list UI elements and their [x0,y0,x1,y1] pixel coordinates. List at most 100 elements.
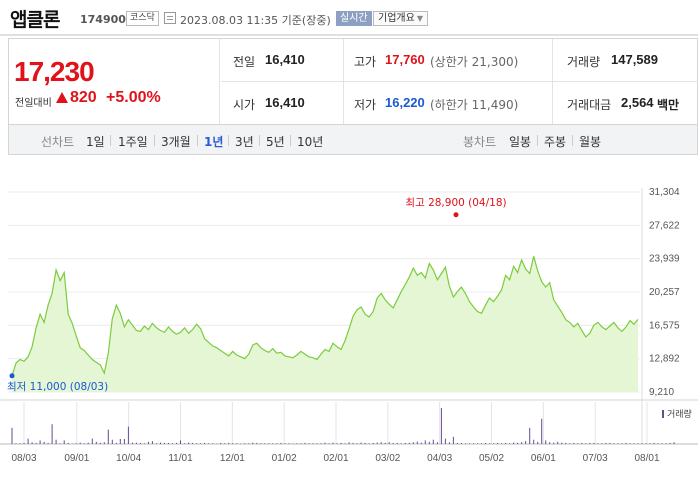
tab-period-5y[interactable]: 5년 [266,135,285,149]
volume-bar [272,443,274,444]
low-value: 16,220 [385,95,425,110]
volume-bar [119,439,121,444]
tab-period-1d[interactable]: 1일 [86,135,105,149]
calendar-icon [164,12,176,24]
prev-close-label: 전일 [233,55,256,69]
tab-period-3y[interactable]: 3년 [235,135,254,149]
volume-bar [464,443,466,444]
open-value: 16,410 [265,95,305,110]
tab-divider [228,135,229,146]
x-tick-label: 02/01 [323,453,348,464]
volume-bar [316,443,318,444]
tab-period-1w[interactable]: 1주일 [118,135,148,149]
min-price-marker [9,373,15,379]
volume-bar [440,408,442,444]
volume-bar [172,443,173,444]
volume-bar [19,443,21,444]
x-tick-label: 04/03 [427,453,452,464]
volume-bar [376,442,378,444]
volume-bar [392,442,394,444]
tab-period-3m[interactable]: 3개월 [161,135,191,149]
volume-bar [23,442,25,444]
volume-bar [115,442,117,444]
volume-bar [400,443,402,444]
volume-bar [533,439,535,444]
volume-bar [364,442,366,444]
volume-bar [569,443,571,444]
volume-bar [232,443,234,444]
volume-bar [160,442,161,444]
y-tick-label: 20,257 [649,287,680,298]
volume-bar [581,442,583,444]
volume-bar [280,442,282,444]
stock-header: 앱클론 174900 코스닥 2023.08.03 11:35 기준(장중) 실… [0,0,698,36]
price-chart[interactable]: 31,304 27,622 23,939 20,257 16,575 12,892 9,21… [0,180,698,478]
volume-bar [103,442,105,444]
volume-bar [481,443,482,444]
volume-bar [501,443,503,444]
volume-bar [276,443,278,444]
volume-bar [220,442,222,444]
volume-bar [300,443,302,444]
volume-bar [87,442,89,444]
tab-candle-monthly[interactable]: 월봉 [579,135,602,149]
company-info-button[interactable]: 기업개요 ▼ [373,11,428,26]
volume-bar [669,442,671,444]
volume-bar [545,440,547,444]
volume-bar [192,442,194,444]
prev-close-value: 16,410 [265,52,305,67]
volume-bar [15,443,17,444]
volume-bar [517,442,519,444]
y-tick-label: 27,622 [649,220,680,231]
volume-bar [348,442,350,444]
volume-bar [328,443,330,444]
tab-divider [110,135,111,146]
volume-bar [79,442,81,444]
low-label: 저가 [354,98,377,112]
volume-bar [412,442,414,444]
tab-candle-daily[interactable]: 일봉 [509,135,532,149]
volume-bar [557,441,559,444]
volume-bar [83,443,85,444]
volume-bar [27,438,29,444]
realtime-badge[interactable]: 실시간 [336,11,372,26]
volume-bar [420,442,422,444]
y-tick-label: 16,575 [649,320,680,331]
volume-bar [553,442,555,444]
tab-divider [197,135,198,146]
x-tick-label: 05/02 [479,453,504,464]
volume-bar [312,443,314,444]
tab-divider [259,135,260,146]
volume-bar [47,442,49,444]
volume-bar [625,442,627,444]
tab-period-10y[interactable]: 10년 [297,135,324,149]
tab-divider [537,135,538,146]
volume-bar [388,442,390,444]
volume-bar [505,442,507,444]
volume-bar [597,443,599,444]
volume-bar [292,443,294,445]
tab-candle-weekly[interactable]: 주봉 [544,135,567,149]
volume-bar [469,443,470,444]
change-value: 820 [70,89,97,106]
volume-bar [288,443,290,444]
volume-bar [284,443,286,444]
volume-bar [629,443,631,444]
y-tick-label: 23,939 [649,254,680,265]
volume-bar [661,443,663,444]
volume-bar [633,443,635,444]
volume-bar [51,424,53,444]
volume-bar [39,440,41,444]
volume-bar [59,443,61,444]
volume-bar [67,442,69,444]
prev-close-cell: 전일 16,410 [221,39,343,82]
volume-bar [340,442,342,444]
volume-bar [151,441,153,444]
price-area-fill [12,256,638,392]
volume-bar [248,443,250,444]
volume-bar [180,440,181,444]
tab-divider [572,135,573,146]
tab-period-1y[interactable]: 1년 [204,135,224,149]
volume-bar [176,442,177,444]
volume-bar [577,443,579,444]
